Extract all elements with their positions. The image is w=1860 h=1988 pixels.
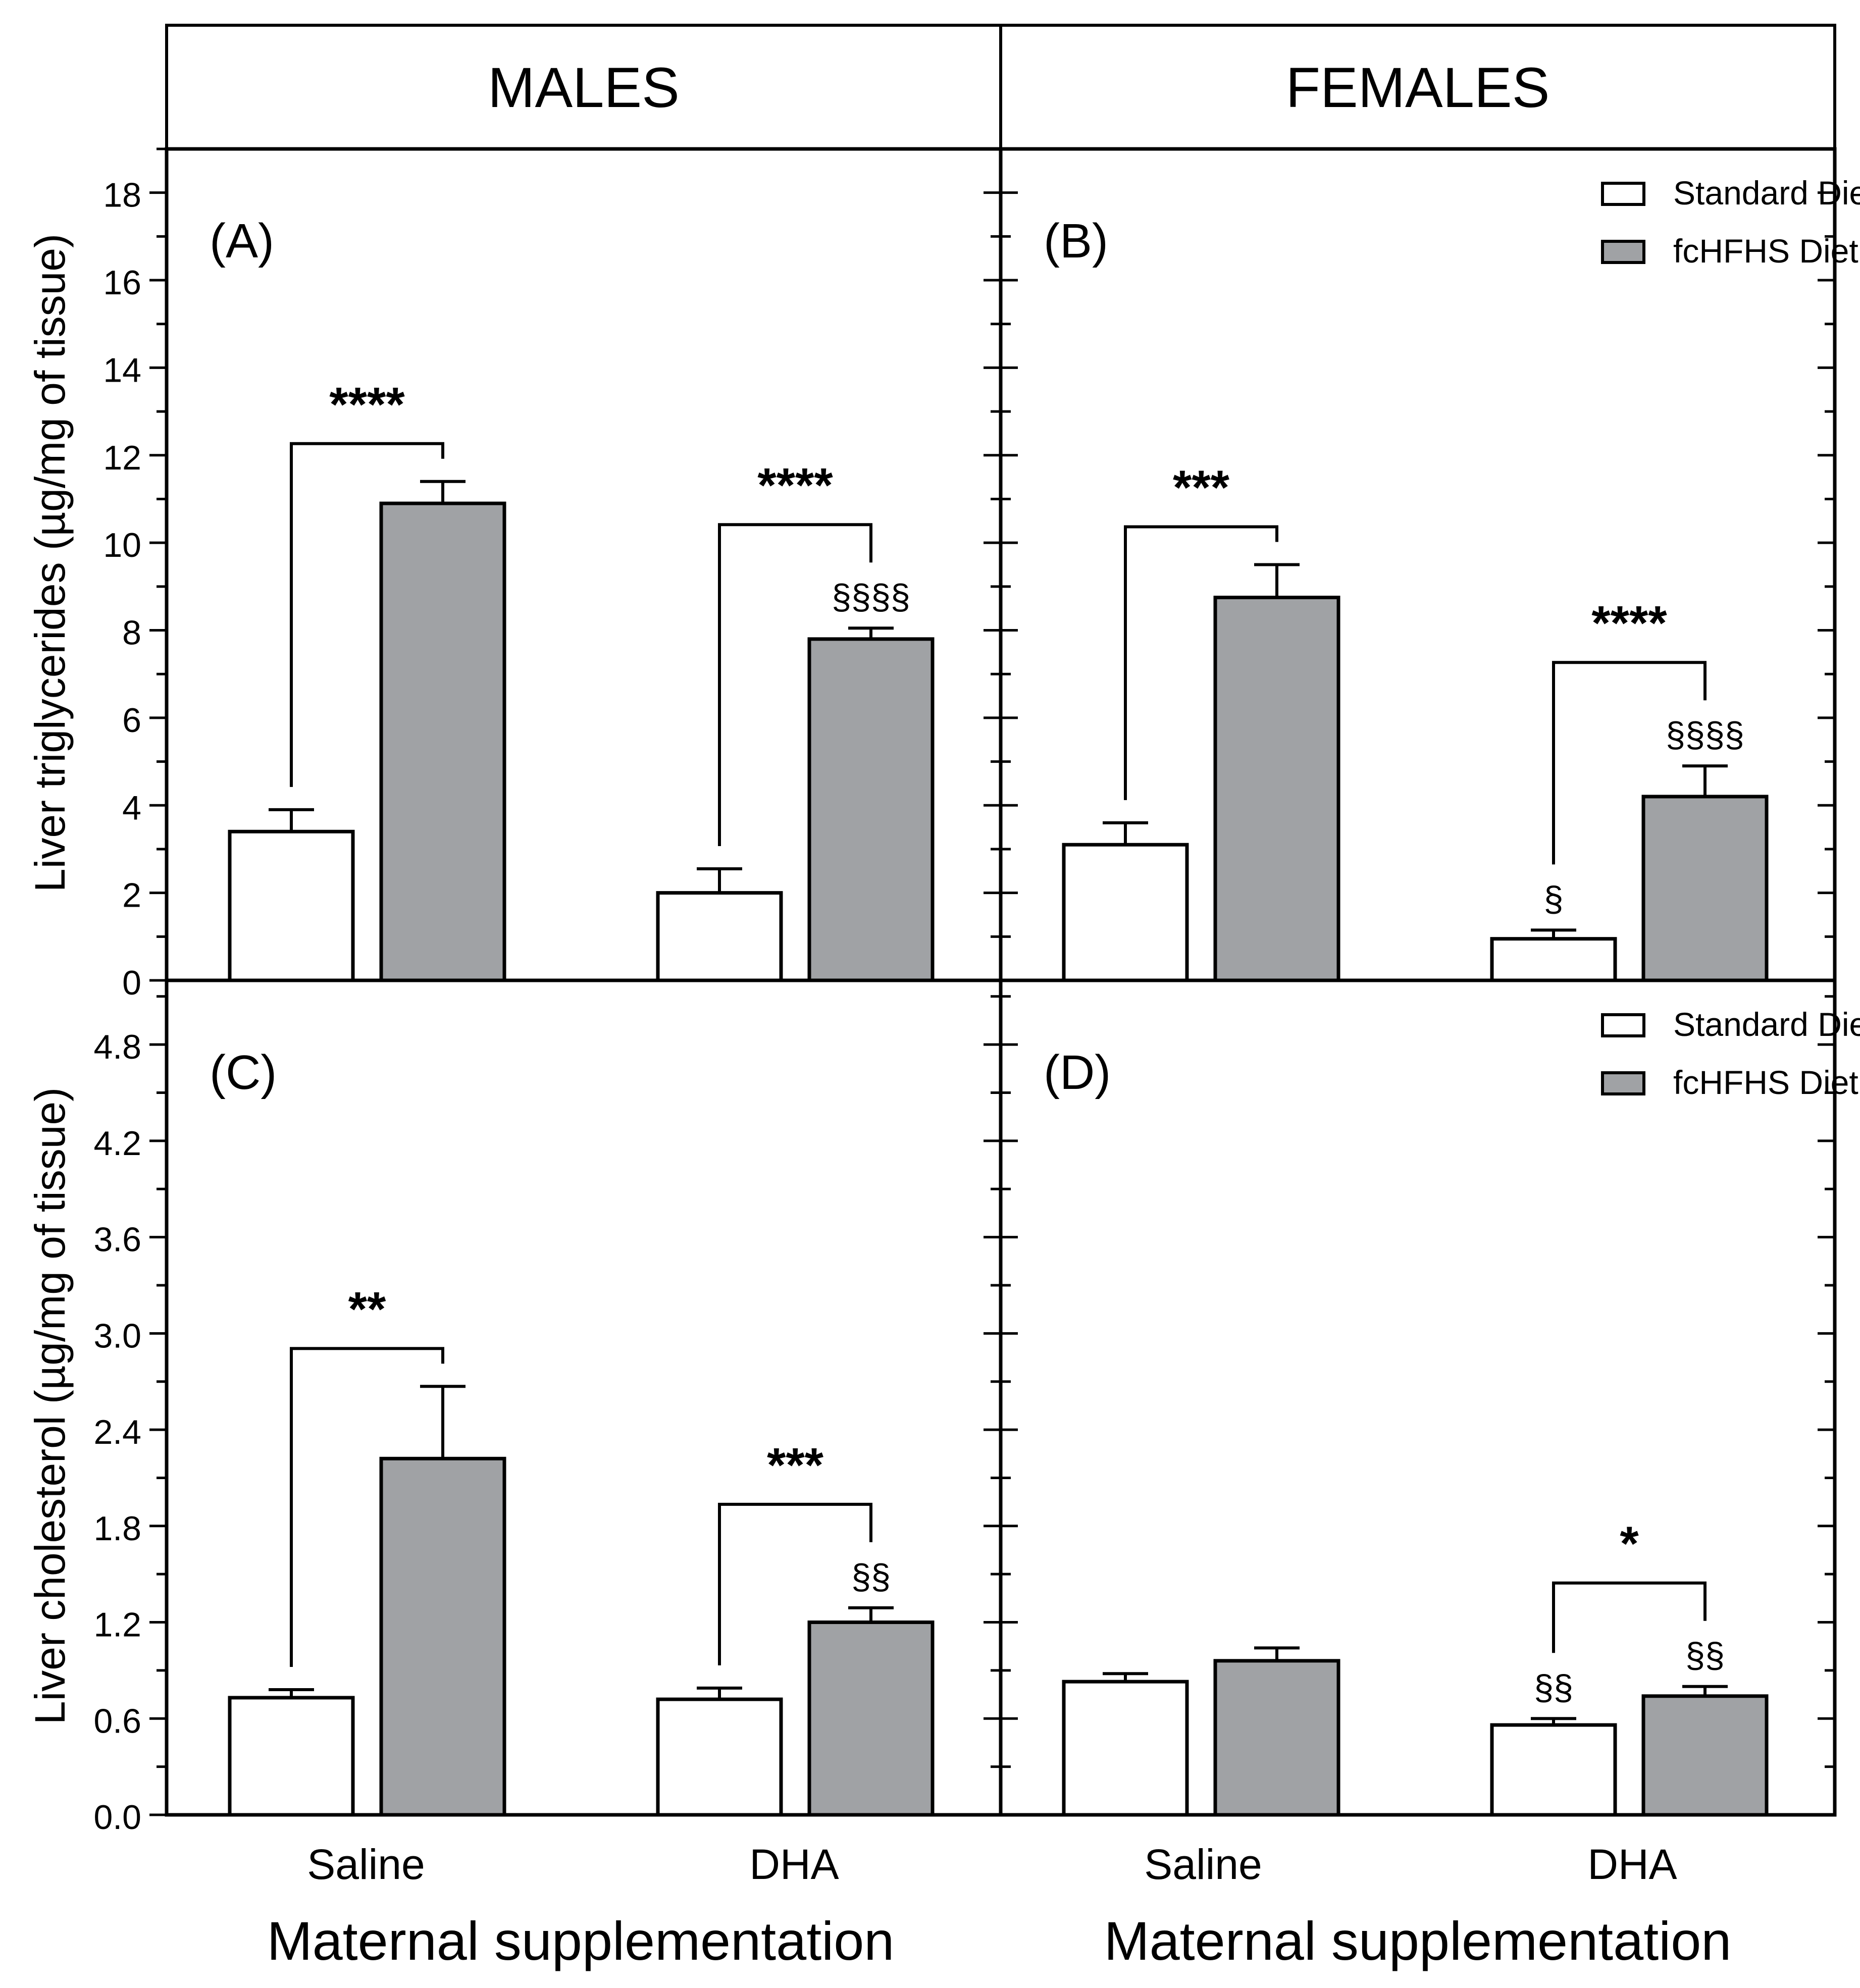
legend-swatch bbox=[1601, 240, 1645, 264]
bar bbox=[1641, 795, 1769, 982]
significance-bracket bbox=[718, 1502, 872, 1665]
y-tick-label: 2 bbox=[122, 876, 141, 915]
significance-stars: ** bbox=[348, 1282, 386, 1336]
y-tick-label: 10 bbox=[103, 526, 141, 564]
significance-stars: *** bbox=[1173, 461, 1230, 515]
significance-marker: § bbox=[1544, 879, 1564, 918]
bar bbox=[379, 501, 506, 982]
x-category-label-dha-females: DHA bbox=[1587, 1841, 1677, 1888]
panel-d: (D) §§ §§ * Standard Diet fcHFHS Diet bbox=[999, 978, 1860, 1817]
bar bbox=[1062, 1680, 1189, 1817]
panel-c: 0.00.61.21.82.43.03.64.24.8 (C)§§***** bbox=[93, 978, 1003, 1837]
significance-bracket bbox=[1552, 661, 1707, 865]
bar bbox=[228, 829, 355, 982]
bar bbox=[1490, 1723, 1617, 1817]
y-tick-label: 14 bbox=[103, 351, 141, 389]
bar bbox=[1062, 843, 1189, 982]
panel-label: (D) bbox=[1044, 1045, 1111, 1100]
x-category-label-saline-males: Saline bbox=[307, 1841, 425, 1888]
x-category-label-saline-females: Saline bbox=[1144, 1841, 1262, 1888]
bar bbox=[228, 1696, 355, 1817]
significance-stars: **** bbox=[329, 378, 405, 432]
y-tick-label: 12 bbox=[103, 439, 141, 477]
y-tick-label: 0 bbox=[122, 964, 141, 1002]
legend-label: Standard Diet bbox=[1673, 1006, 1860, 1043]
bar bbox=[656, 891, 783, 982]
y-tick-label: 1.2 bbox=[93, 1606, 141, 1644]
y-tick-label: 18 bbox=[103, 176, 141, 215]
y-tick-label: 6 bbox=[122, 701, 141, 740]
bar bbox=[1213, 596, 1340, 982]
legend-label: Standard Diet bbox=[1673, 174, 1860, 212]
significance-bracket bbox=[1552, 1581, 1707, 1653]
panel-frame bbox=[999, 978, 1837, 1817]
legend-swatch bbox=[1601, 1013, 1645, 1037]
legend-label: fcHFHS Diet bbox=[1673, 232, 1858, 270]
significance-stars: * bbox=[1620, 1517, 1639, 1571]
bar bbox=[1641, 1694, 1769, 1817]
bar bbox=[807, 1620, 935, 1817]
bar bbox=[1213, 1659, 1340, 1817]
significance-stars: **** bbox=[757, 458, 833, 512]
x-category-label-dha-males: DHA bbox=[749, 1841, 839, 1888]
legend-label: fcHFHS Diet bbox=[1673, 1064, 1858, 1101]
significance-stars: *** bbox=[767, 1438, 824, 1492]
panel-a: 0 2 4 6 8 10 12 14 16 18 (A) §§§§ **** **** bbox=[103, 147, 1003, 1002]
y-tick-label: 0.6 bbox=[93, 1702, 141, 1740]
panel-label: (B) bbox=[1044, 214, 1108, 268]
y-tick-label: 2.4 bbox=[93, 1413, 141, 1451]
x-axis-title-females: Maternal supplementation bbox=[1104, 1910, 1732, 1971]
panel-label: (C) bbox=[210, 1045, 277, 1100]
significance-marker: §§ bbox=[1534, 1667, 1573, 1707]
y-tick-label: 3.6 bbox=[93, 1221, 141, 1259]
significance-bracket bbox=[290, 442, 444, 787]
y-tick-label: 16 bbox=[103, 264, 141, 302]
y-tick-label: 4.8 bbox=[93, 1028, 141, 1066]
bar bbox=[379, 1456, 506, 1817]
males-header: MALES bbox=[488, 56, 680, 119]
legend-swatch bbox=[1601, 1071, 1645, 1095]
significance-bracket bbox=[1124, 525, 1278, 800]
y-tick-label: 0.0 bbox=[93, 1798, 141, 1837]
y-tick-label: 1.8 bbox=[93, 1509, 141, 1548]
panel-label: (A) bbox=[210, 214, 274, 268]
y-tick-label: 4 bbox=[122, 789, 141, 827]
y-tick-label: 4.2 bbox=[93, 1124, 141, 1163]
y-tick-label: 3.0 bbox=[93, 1317, 141, 1355]
significance-bracket bbox=[290, 1347, 444, 1667]
significance-bracket bbox=[718, 523, 872, 846]
bar bbox=[656, 1697, 783, 1817]
significance-marker: §§ bbox=[851, 1557, 891, 1596]
y-tick-label: 8 bbox=[122, 614, 141, 652]
significance-marker: §§ bbox=[1685, 1636, 1725, 1675]
bar bbox=[807, 637, 935, 982]
significance-marker: §§§§ bbox=[1666, 715, 1744, 754]
significance-marker: §§§§ bbox=[832, 577, 910, 616]
bar bbox=[1490, 937, 1617, 982]
y-axis-title-cholesterol: Liver cholesterol (µg/mg of tissue) bbox=[26, 1087, 74, 1724]
y-axis-title-triglycerides: Liver triglycerides (µg/mg of tissue) bbox=[26, 234, 74, 892]
females-header: FEMALES bbox=[1286, 56, 1550, 119]
legend-swatch bbox=[1601, 182, 1645, 206]
significance-stars: **** bbox=[1591, 596, 1667, 650]
x-axis-title-males: Maternal supplementation bbox=[267, 1910, 895, 1971]
